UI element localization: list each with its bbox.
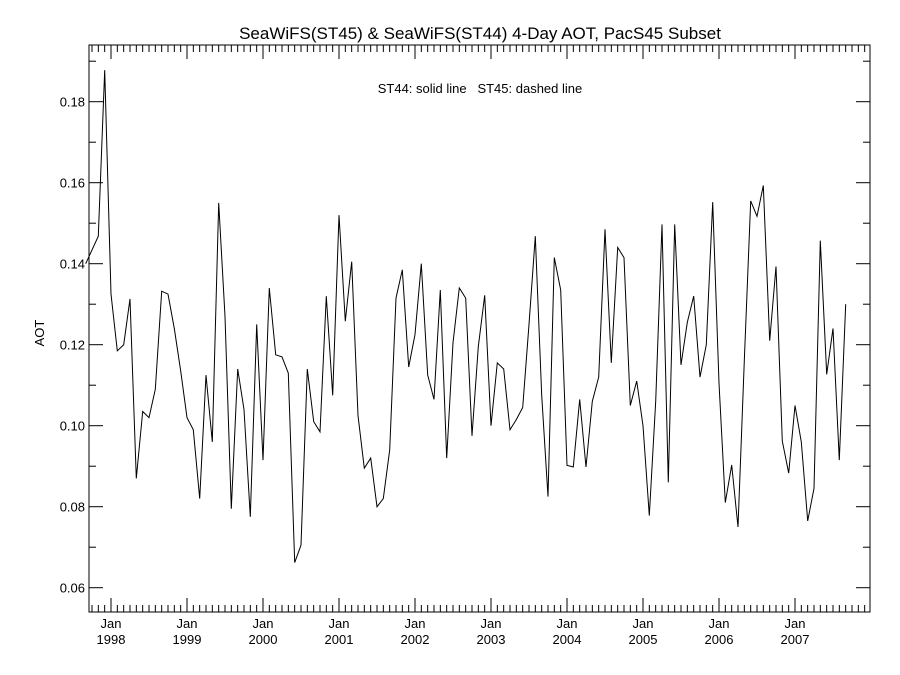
- y-tick-label: 0.12: [60, 338, 85, 353]
- x-tick-month-label: Jan: [177, 616, 198, 631]
- series-layer: [85, 70, 847, 563]
- x-tick-month-label: Jan: [329, 616, 350, 631]
- x-tick-month-label: Jan: [405, 616, 426, 631]
- x-tick-year-label: 2000: [249, 632, 278, 647]
- x-tick-year-label: 2002: [401, 632, 430, 647]
- x-tick-month-label: Jan: [633, 616, 654, 631]
- x-tick-year-label: 2006: [705, 632, 734, 647]
- series-style-note: ST44: solid line ST45: dashed line: [378, 81, 583, 96]
- y-tick-label: 0.18: [60, 95, 85, 110]
- y-tick-label: 0.14: [60, 257, 85, 272]
- y-tick-label: 0.16: [60, 176, 85, 191]
- x-tick-month-label: Jan: [481, 616, 502, 631]
- aot-series-line: [85, 70, 847, 563]
- y-axis-ticks: 0.06 0.08 0.10 0.12 0.14 0.16 0.18: [60, 60, 870, 596]
- x-tick-month-label: Jan: [709, 616, 730, 631]
- y-axis-label: AOT: [32, 320, 47, 347]
- x-tick-month-label: Jan: [557, 616, 578, 631]
- x-tick-year-label: 1998: [97, 632, 126, 647]
- x-axis-ticks: Jan1998Jan1999Jan2000Jan2001Jan2002Jan20…: [91, 45, 866, 647]
- x-tick-year-label: 2005: [629, 632, 658, 647]
- x-tick-month-label: Jan: [785, 616, 806, 631]
- x-tick-month-label: Jan: [101, 616, 122, 631]
- y-tick-label: 0.06: [60, 581, 85, 596]
- y-tick-label: 0.08: [60, 500, 85, 515]
- x-tick-year-label: 1999: [173, 632, 202, 647]
- x-tick-year-label: 2007: [781, 632, 810, 647]
- x-tick-year-label: 2003: [477, 632, 506, 647]
- chart-title: SeaWiFS(ST45) & SeaWiFS(ST44) 4-Day AOT,…: [239, 24, 721, 43]
- x-tick-month-label: Jan: [253, 616, 274, 631]
- x-tick-year-label: 2004: [553, 632, 582, 647]
- y-tick-label: 0.10: [60, 419, 85, 434]
- plot-frame: [88, 44, 871, 613]
- x-tick-year-label: 2001: [325, 632, 354, 647]
